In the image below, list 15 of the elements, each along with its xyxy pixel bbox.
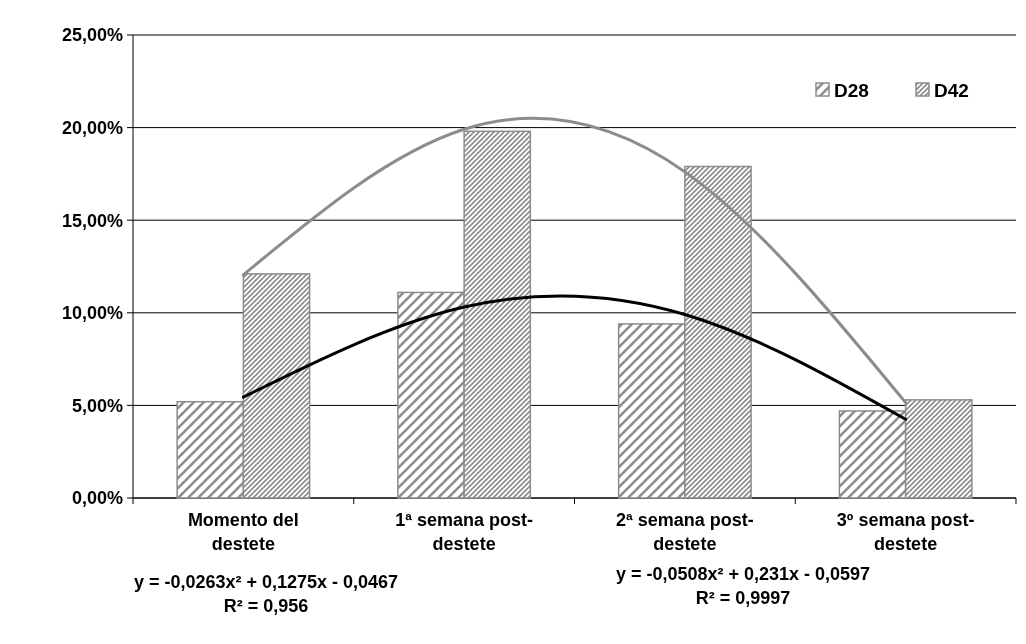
y-tick-label: 15,00% [61,210,123,231]
y-tick-label: 5,00% [71,395,123,416]
text: R² = 0,9997 [695,588,791,608]
text: R² = 0,956 [223,596,309,616]
x-tick-label: Momento del destete [187,510,299,554]
legend-label: D42 [934,79,969,101]
y-tick-label: 25,00% [61,25,123,46]
x-tick-label: 1ª semana post-destete [395,510,533,554]
legend-label: D28 [834,79,869,101]
y-tick-label: 10,00% [61,303,123,324]
x-tick-label: 3º semana post-destete [836,510,975,554]
y-tick-label: 0,00% [71,488,123,509]
y-tick-label: 20,00% [61,117,123,138]
text: y = -0,0508x² + 0,231x - 0,0597 [615,564,871,584]
text: y = -0,0263x² + 0,1275x - 0,0467 [133,572,399,592]
